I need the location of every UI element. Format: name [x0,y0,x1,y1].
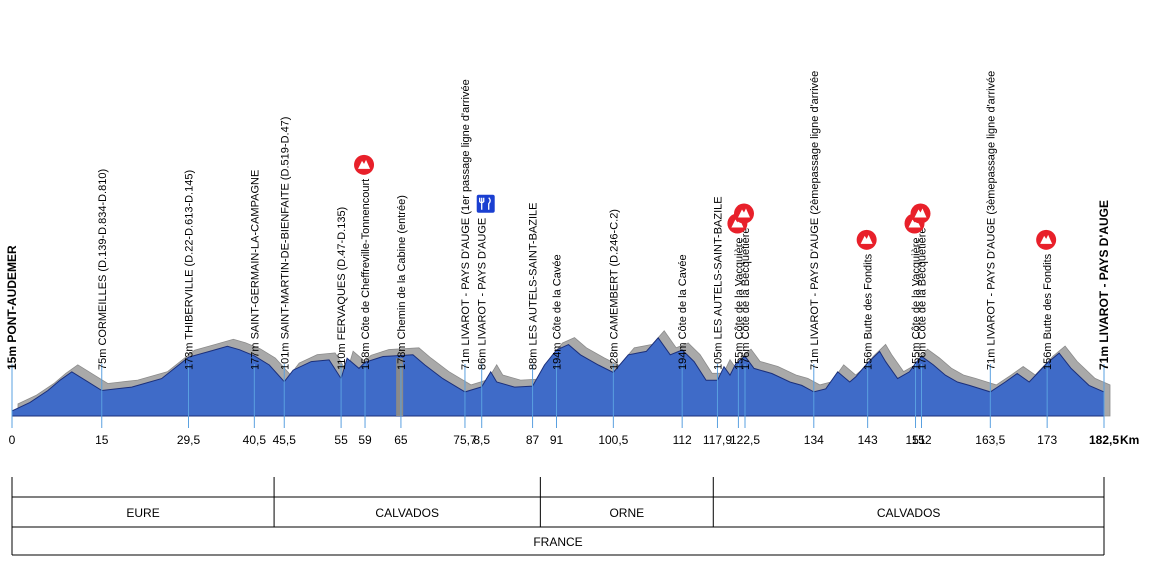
waypoint-label: 155m Côte de la Vacquière [733,238,745,371]
waypoint-label: 176m Côte de la Becquetière [740,228,752,370]
distance-tick-label: 75,7 [453,433,477,447]
distance-tick-label: 122,5 [730,433,760,447]
region-name: CALVADOS [375,506,439,520]
waypoint-label: 110m FERVAQUES (D.47-D.135) [336,207,348,370]
waypoint-label: 15m PONT-AUDEMER [5,245,19,370]
feed-zone-icon [476,194,495,213]
distance-tick-label: 134 [804,433,824,447]
distance-tick-label: 29,5 [177,433,201,447]
waypoint-label: 128m CAMEMBERT (D.246-C.2) [608,209,620,370]
climb-icon [1036,229,1057,250]
waypoint-label: 178m Chemin de la Cabine (entrée) [396,195,408,370]
waypoint-icons [354,154,1057,250]
waypoint-label: 71m LIVAROT - PAYS D'AUGE (3èmepassage l… [985,71,997,370]
climb-icon [856,229,877,250]
profile-area [11,336,1105,417]
climb-icon [910,203,931,224]
waypoint-label: 88m LES AUTELS-SAINT-BAZILE [528,202,540,370]
waypoint-label: 176m Côte de la Becquetière [917,228,929,370]
profile-area-shape [11,336,1105,417]
distance-tick-label: 173 [1037,433,1057,447]
waypoint-label: 177m SAINT-GERMAIN-LA-CAMPAGNE [249,170,261,370]
distance-axis: 0 15 29,5 40,5 45,5 55 59 65 75,78,5 87 91 100,5 112… [9,433,1140,447]
waypoint-label: 156m Butte des Fondits [863,253,875,370]
distance-tick-label: 91 [550,433,564,447]
waypoint-label: 156m Butte des Fondits [1042,253,1054,370]
waypoint-label: 71m LIVAROT - PAYS D'AUGE (1er passage l… [460,79,472,370]
region-name: ORNE [609,506,644,520]
waypoint-label: 75m CORMEILLES (D.139-D.834-D.810) [97,169,109,370]
distance-tick-label: 87 [526,433,540,447]
region-table: EURE CALVADOS ORNE CALVADOS FRANCE [11,477,1105,556]
waypoint-label: 105m LES AUTELS-SAINT-BAZILE [712,196,724,370]
sector-band [396,358,404,416]
distance-tick-label: 45,5 [273,433,297,447]
waypoint-label: 86m LIVAROT - PAYS D'AUGE [477,218,489,370]
climb-icon [733,203,754,224]
waypoint-label: 158m Côte de Cheffreville-Tonnencourt [360,179,372,370]
distance-tick-label: 143 [858,433,878,447]
region-name: EURE [126,506,159,520]
waypoint-labels: 15m PONT-AUDEMER 75m CORMEILLES (D.139-D.… [5,71,1111,370]
waypoint-label: 155m Côte de la Vacquière [911,238,923,371]
distance-tick-label: 65 [394,433,408,447]
distance-tick-label: 55 [334,433,348,447]
climb-icon [354,154,375,175]
distance-tick-label: 151 [906,433,926,447]
distance-unit-label: Km [1120,433,1139,447]
distance-tick-label: 15 [95,433,109,447]
waypoint-label: 71m LIVAROT - PAYS D'AUGE [1097,200,1111,370]
country-name: FRANCE [533,535,582,549]
distance-tick-label: 100,5 [598,433,628,447]
distance-tick-label: 0 [9,433,16,447]
distance-tick-label: 59 [358,433,372,447]
waypoint-label: 101m SAINT-MARTIN-DE-BIENFAITE (D.519-D.… [279,117,291,370]
waypoint-label: 173m THIBERVILLE (D.22-D.613-D.145) [184,170,196,370]
distance-tick-label: 117,9 [703,433,732,447]
distance-tick-label: 182,5 [1089,433,1119,447]
distance-tick-label: 112 [673,433,692,447]
waypoint-markers [11,364,1105,428]
distance-tick-label: 163,5 [975,433,1005,447]
region-name: CALVADOS [877,506,941,520]
distance-tick-label: 40,5 [243,433,267,447]
distance-tick-label: 8,5 [473,433,490,447]
waypoint-label: 194m Côte de la Cavée [677,254,689,370]
waypoint-label: 71m LIVAROT - PAYS D'AUGE (2èmepassage l… [809,71,821,370]
distance-tick-label: 152 [911,433,931,447]
waypoint-label: 194m Côte de la Cavée [552,254,564,370]
